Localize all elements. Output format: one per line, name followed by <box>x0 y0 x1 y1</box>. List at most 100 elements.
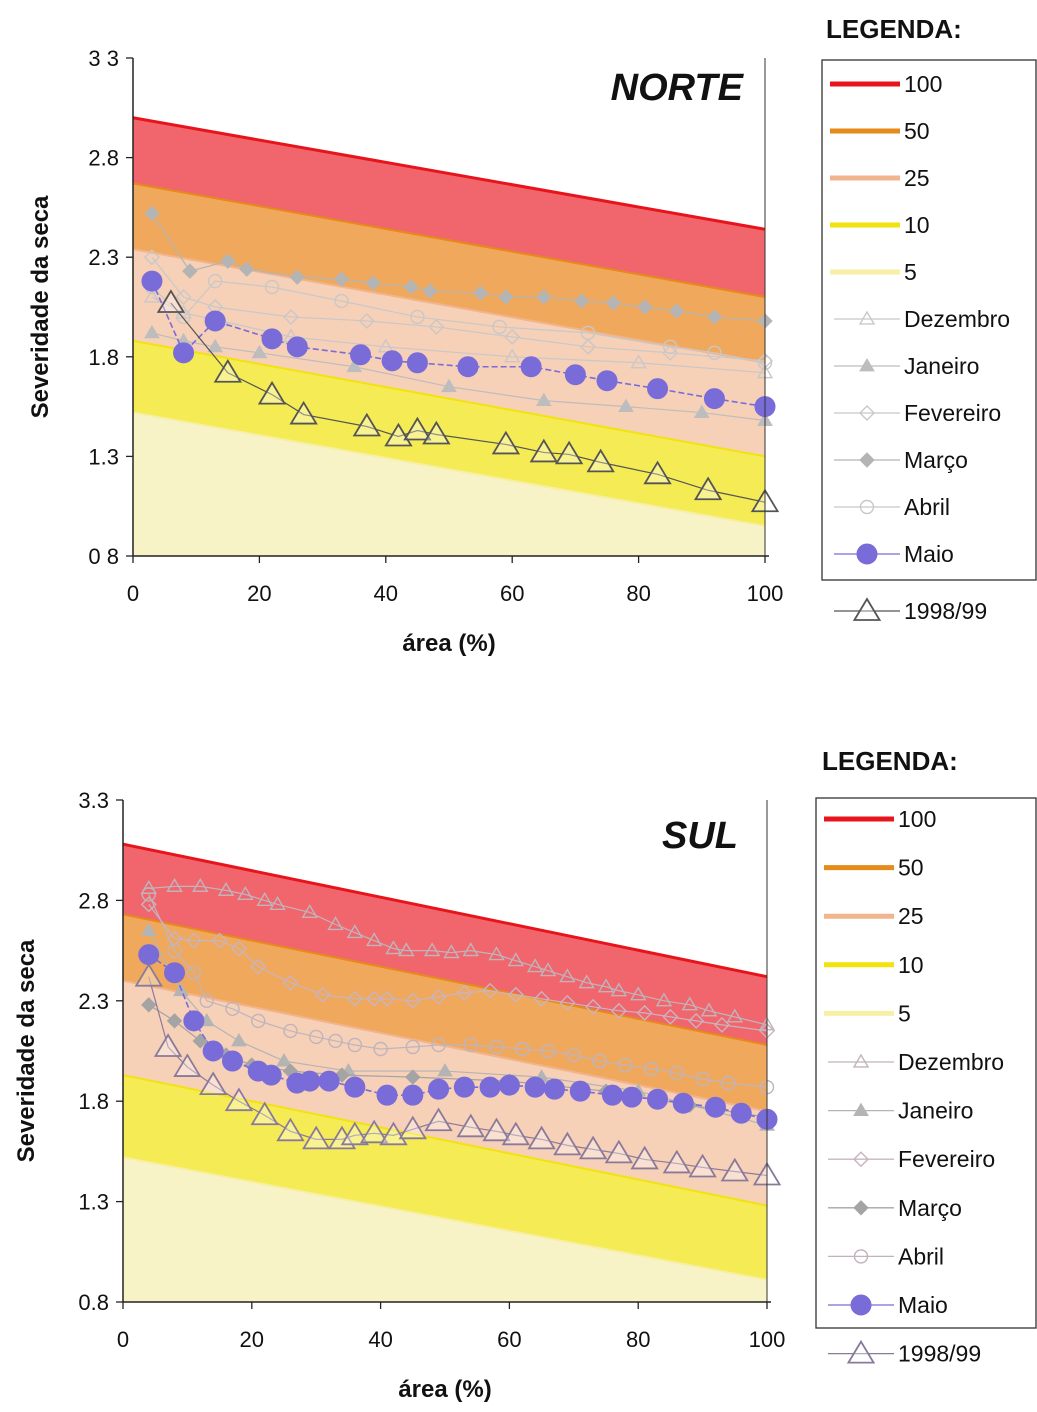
point-Fevereiro-6 <box>282 974 299 991</box>
legend-marker-Janeiro <box>853 1102 869 1116</box>
point-1998/99-10 <box>359 1119 389 1144</box>
point-1998/99-3 <box>198 1071 228 1096</box>
point-Maio-2 <box>183 1010 205 1032</box>
point-Maio-22 <box>647 1088 669 1110</box>
point-Dezembro-19 <box>539 962 557 977</box>
point-Março-6 <box>365 275 381 291</box>
legend-marker-Abril <box>853 1249 869 1264</box>
point-Fevereiro-18 <box>585 998 602 1015</box>
point-1998/99-0 <box>156 289 186 313</box>
legend-label-Janeiro: Janeiro <box>904 353 979 379</box>
x-tick-label: 40 <box>368 1327 392 1352</box>
point-Dezembro-10 <box>365 932 383 947</box>
region-title: SUL <box>662 815 738 857</box>
series-line-Fevereiro <box>148 904 768 1032</box>
point-Maio-6 <box>381 350 403 372</box>
x-tick-label: 80 <box>626 1327 650 1352</box>
point-Fevereiro-4 <box>358 312 375 329</box>
point-Abril-13 <box>463 1037 478 1053</box>
legend-marker-Dezembro <box>858 310 876 325</box>
series-Abril <box>141 887 775 1095</box>
point-Abril-6 <box>492 319 507 335</box>
point-Maio-5 <box>350 344 372 366</box>
point-Janeiro-7 <box>618 398 634 412</box>
legend-label-10: 10 <box>904 212 930 238</box>
legend-label-Março: Março <box>904 447 968 473</box>
point-Dezembro-17 <box>507 952 525 967</box>
x-axis-title: área (%) <box>402 630 495 657</box>
point-Fevereiro-23 <box>713 1016 730 1033</box>
point-Janeiro-3 <box>251 344 268 359</box>
legend-label-Março: Março <box>898 1195 962 1221</box>
band-line-5 <box>132 411 766 528</box>
point-1998/99-1 <box>213 358 242 383</box>
point-Março-9 <box>472 285 489 301</box>
point-1998/99-14 <box>456 1113 485 1138</box>
point-Março-3 <box>239 261 255 277</box>
x-tick-label: 100 <box>747 581 784 606</box>
series-line-Fevereiro <box>151 256 766 362</box>
point-Dezembro-18 <box>526 958 544 973</box>
point-1998/99-11 <box>586 448 615 473</box>
point-Maio-9 <box>520 356 542 378</box>
point-Fevereiro-21 <box>662 1008 679 1025</box>
point-Março-8 <box>422 283 438 299</box>
point-Maio-7 <box>406 352 428 374</box>
point-1998/99-22 <box>662 1149 692 1174</box>
point-Abril-21 <box>669 1065 685 1081</box>
point-Janeiro-8 <box>693 404 710 418</box>
y-tick-label: 2.3 <box>78 989 109 1014</box>
legend-box <box>821 59 1037 581</box>
point-Março-7 <box>405 1069 421 1085</box>
point-Abril-17 <box>566 1047 581 1063</box>
band-line-50 <box>122 913 768 1046</box>
point-Dezembro-3 <box>217 881 235 896</box>
point-Fevereiro-8 <box>346 990 363 1007</box>
legend-label-5: 5 <box>904 259 917 285</box>
point-1998/99-18 <box>553 1131 582 1156</box>
legend-label-50: 50 <box>904 118 930 144</box>
point-1998/99-17 <box>527 1125 556 1150</box>
point-Fevereiro-7 <box>580 338 597 355</box>
point-Janeiro-0 <box>144 324 160 339</box>
point-Abril-19 <box>618 1057 633 1073</box>
point-Abril-1 <box>167 943 182 958</box>
point-Fevereiro-17 <box>559 994 576 1011</box>
point-Fevereiro-1 <box>175 289 192 306</box>
y-tick-label: 2.8 <box>88 146 119 171</box>
point-Fevereiro-7 <box>314 986 331 1003</box>
point-Abril-20 <box>643 1061 659 1077</box>
point-Dezembro-25 <box>655 992 673 1007</box>
series-line-Janeiro <box>148 930 768 1126</box>
chart-norte: 0 8 1.3 1.8 2.3 2.8 3 3 0 20 40 60 80 100 área (%) Se… <box>27 14 1037 657</box>
point-Maio-16 <box>498 1074 520 1096</box>
point-Maio-14 <box>453 1076 475 1098</box>
point-1998/99-7 <box>422 420 451 445</box>
x-tick-label: 0 <box>117 1327 129 1352</box>
series-Março <box>144 205 773 329</box>
point-1998/99-4 <box>352 412 382 437</box>
point-Dezembro-2 <box>192 877 209 892</box>
series-Maio <box>141 270 776 418</box>
point-Maio-12 <box>647 378 669 400</box>
point-Maio-11 <box>596 370 618 392</box>
band-line-10 <box>122 1074 768 1207</box>
point-Dezembro-5 <box>503 348 521 363</box>
legend-label-1998/99: 1998/99 <box>904 598 987 624</box>
series-line-Abril <box>151 280 766 364</box>
point-Fevereiro-10 <box>379 990 396 1007</box>
region-title: NORTE <box>611 67 745 109</box>
point-Março-2 <box>220 253 236 269</box>
series-1998/99 <box>156 289 780 513</box>
point-Maio-10 <box>564 364 586 386</box>
point-Fevereiro-22 <box>688 1012 705 1029</box>
point-Abril-3 <box>199 993 214 1008</box>
chart-panel-norte: 0 8 1.3 1.8 2.3 2.8 3 3 0 20 40 60 80 100 área (%) Se… <box>0 0 1037 700</box>
point-Março-13 <box>605 295 622 311</box>
point-Maio-12 <box>402 1084 424 1106</box>
y-tick-label: 1.3 <box>78 1190 109 1215</box>
band-group <box>132 116 766 556</box>
point-Maio-10 <box>344 1076 366 1098</box>
x-tick-label: 20 <box>240 1327 264 1352</box>
legend-marker-Maio <box>856 543 878 565</box>
